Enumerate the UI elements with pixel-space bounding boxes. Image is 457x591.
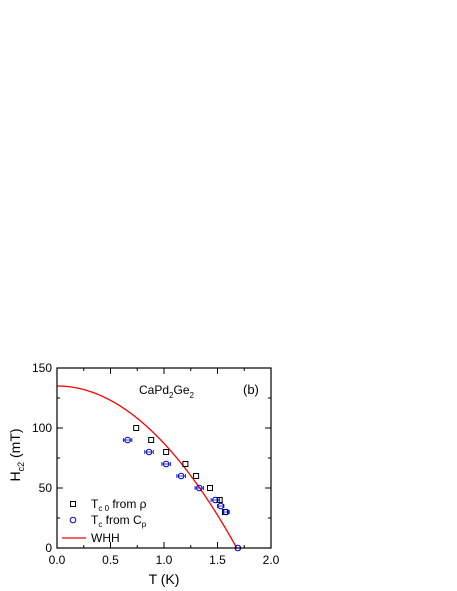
square-marker — [148, 437, 155, 443]
square-marker — [193, 473, 200, 479]
whh-curve-layer — [56, 385, 238, 549]
square-marker — [182, 461, 189, 467]
y-tick-label: 100 — [32, 421, 52, 435]
x-tick-label: 0.0 — [49, 553, 66, 567]
x-tick-label: 1.5 — [209, 553, 226, 567]
marker-layer — [122, 425, 242, 552]
circle-marker — [177, 472, 185, 480]
x-axis-label: T (K) — [149, 571, 180, 587]
circle-marker — [212, 496, 219, 504]
square-marker — [207, 485, 214, 491]
x-tick-label: 2.0 — [263, 553, 280, 567]
square-marker — [163, 449, 170, 455]
y-tick-label: 50 — [39, 481, 53, 495]
circle-marker — [124, 436, 131, 444]
whh-curve — [56, 385, 238, 549]
legend-label-tc0: Tc 0 from ρ — [91, 497, 147, 513]
y-tick-label: 150 — [32, 361, 52, 375]
x-tick-label: 1.0 — [156, 553, 173, 567]
circle-marker — [196, 484, 203, 492]
legend-square-marker — [70, 501, 76, 507]
square-marker — [133, 425, 140, 431]
circle-marker — [145, 448, 153, 456]
circle-marker — [162, 460, 170, 468]
y-axis-label: Hc2 (mT) — [7, 428, 26, 481]
legend-label-tc: Tc from Cp — [91, 513, 147, 529]
compound-label: CaPd2Ge2 — [139, 383, 195, 400]
circle-marker — [217, 502, 225, 510]
legend-circle-marker — [69, 516, 77, 524]
x-tick-label: 0.5 — [102, 553, 119, 567]
axes: 0.0 0.5 1.0 1.5 2.0 0 50 100 150 — [32, 361, 280, 567]
panel-label: (b) — [243, 382, 259, 397]
circle-marker — [222, 508, 230, 516]
legend: Tc 0 from ρ Tc from Cp WHH — [62, 497, 147, 545]
legend-label-whh: WHH — [91, 531, 120, 545]
y-tick-label: 0 — [45, 541, 52, 555]
